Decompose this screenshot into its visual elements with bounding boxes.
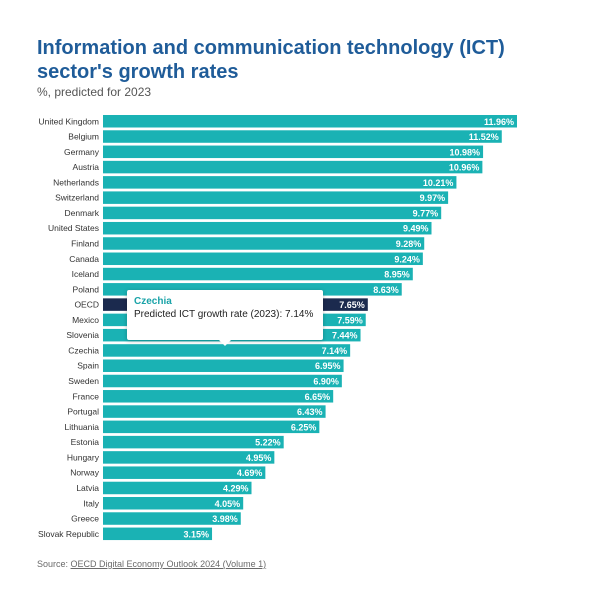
value-label: 3.15%: [184, 529, 210, 539]
category-label: Iceland: [72, 269, 100, 279]
value-label: 8.63%: [373, 285, 399, 295]
bar[interactable]: [103, 466, 266, 479]
value-label: 6.43%: [297, 407, 323, 417]
bar[interactable]: [103, 405, 326, 418]
category-label: Canada: [69, 254, 99, 264]
value-label: 9.77%: [413, 208, 439, 218]
bar[interactable]: [103, 160, 483, 174]
category-label: Belgium: [68, 132, 99, 142]
value-label: 6.65%: [305, 392, 331, 402]
value-label: 11.52%: [469, 132, 499, 142]
bar[interactable]: [103, 420, 320, 434]
bar[interactable]: [103, 206, 442, 220]
bar[interactable]: [103, 390, 334, 403]
bar[interactable]: [103, 497, 244, 510]
category-label: Slovak Republic: [38, 529, 100, 539]
category-label: Norway: [70, 468, 100, 478]
value-label: 10.98%: [450, 147, 481, 157]
category-label: Latvia: [76, 483, 99, 493]
source-note: Source: OECD Digital Economy Outlook 202…: [37, 559, 266, 569]
value-label: 9.24%: [394, 254, 420, 264]
value-label: 5.22%: [255, 438, 281, 448]
bar[interactable]: [103, 451, 275, 464]
category-label: United Kingdom: [39, 116, 99, 126]
category-label: United States: [48, 223, 99, 233]
bar[interactable]: [103, 435, 284, 449]
bar[interactable]: [103, 374, 342, 388]
value-label: 11.96%: [484, 117, 514, 127]
bar[interactable]: [103, 512, 241, 525]
category-label: Finland: [71, 238, 99, 248]
value-label: 4.29%: [223, 483, 249, 493]
tooltip-country: Czechia: [134, 296, 172, 307]
category-label: Slovenia: [66, 330, 99, 340]
category-label: Poland: [73, 284, 100, 294]
value-label: 4.69%: [237, 468, 263, 478]
bar[interactable]: [103, 145, 484, 159]
value-label: 7.14%: [322, 346, 348, 356]
chart-title: Information and communication technology…: [37, 37, 505, 83]
value-label: 9.49%: [403, 224, 429, 234]
bar[interactable]: [103, 115, 517, 128]
category-label: Italy: [83, 498, 99, 508]
value-label: 9.28%: [396, 239, 422, 249]
tooltip-text: Predicted ICT growth rate (2023): 7.14%: [134, 309, 314, 320]
category-label: Greece: [71, 514, 99, 524]
bar[interactable]: [103, 191, 449, 204]
bar[interactable]: [103, 176, 457, 189]
category-label: Germany: [64, 147, 100, 157]
tooltip-arrow: [219, 340, 231, 346]
value-label: 10.96%: [449, 163, 480, 173]
tooltip: Czechia Predicted ICT growth rate (2023)…: [127, 290, 323, 346]
value-label: 4.95%: [246, 453, 272, 463]
bar[interactable]: [103, 221, 432, 235]
source-link[interactable]: OECD Digital Economy Outlook 2024 (Volum…: [70, 559, 267, 569]
category-label: Switzerland: [55, 193, 99, 203]
bar[interactable]: [103, 359, 344, 372]
bar[interactable]: [103, 252, 423, 266]
value-label: 7.65%: [339, 300, 365, 310]
category-label: OECD: [74, 300, 99, 310]
category-label: Hungary: [67, 452, 100, 462]
value-label: 6.95%: [315, 361, 341, 371]
value-label: 4.05%: [215, 499, 241, 509]
value-label: 7.44%: [332, 331, 358, 341]
category-label: Spain: [77, 361, 99, 371]
category-label: Czechia: [68, 345, 99, 355]
value-label: 6.25%: [291, 422, 317, 432]
bar[interactable]: [103, 237, 425, 250]
bar[interactable]: [103, 130, 502, 143]
source-prefix: Source:: [37, 559, 71, 569]
category-label: Lithuania: [64, 422, 99, 432]
category-label: Austria: [73, 162, 100, 172]
value-label: 9.97%: [420, 193, 446, 203]
bar[interactable]: [103, 481, 252, 495]
category-label: Denmark: [65, 208, 100, 218]
value-label: 8.95%: [384, 270, 410, 280]
category-label: Netherlands: [53, 177, 99, 187]
category-label: Sweden: [68, 376, 99, 386]
value-label: 3.98%: [212, 514, 238, 524]
value-label: 7.59%: [337, 315, 363, 325]
value-label: 10.21%: [423, 178, 454, 188]
category-label: Mexico: [72, 315, 99, 325]
bar[interactable]: [103, 344, 351, 357]
bar[interactable]: [103, 267, 413, 281]
category-label: France: [73, 391, 100, 401]
chart-subtitle: %, predicted for 2023: [37, 85, 152, 99]
bar[interactable]: [103, 527, 213, 541]
category-label: Estonia: [71, 437, 100, 447]
value-label: 6.90%: [313, 377, 339, 387]
category-label: Portugal: [67, 407, 99, 417]
